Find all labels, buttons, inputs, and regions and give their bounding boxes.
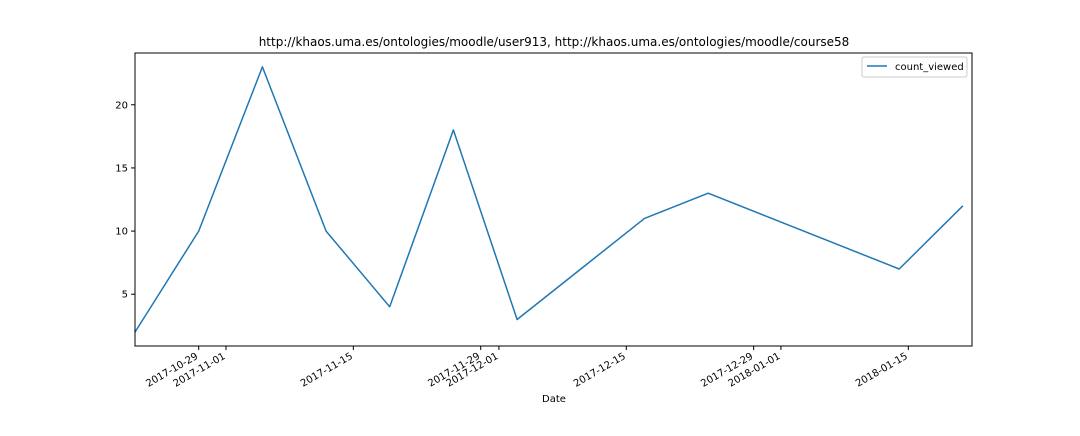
y-tick-label: 20 — [115, 100, 128, 111]
y-tick-label: 15 — [115, 163, 128, 174]
data-point — [198, 230, 200, 232]
chart-title: http://khaos.uma.es/ontologies/moodle/us… — [259, 35, 850, 49]
data-point — [452, 129, 454, 131]
series-layer — [134, 66, 964, 333]
data-point — [644, 217, 646, 219]
y-tick-label: 10 — [115, 227, 128, 238]
plot-area-frame — [134, 52, 973, 347]
data-point — [835, 243, 837, 245]
data-point — [962, 205, 964, 207]
data-point — [389, 306, 391, 308]
data-point — [707, 192, 709, 194]
legend-label-count-viewed: count_viewed — [895, 62, 964, 73]
data-point — [771, 217, 773, 219]
legend-box — [861, 56, 968, 78]
data-point — [580, 268, 582, 270]
data-point — [898, 268, 900, 270]
data-point — [325, 230, 327, 232]
y-tick-label: 5 — [122, 290, 128, 301]
series-line-count-viewed — [134, 66, 964, 333]
x-axis-label: Date — [542, 394, 566, 405]
data-point — [261, 66, 263, 68]
legend: count_viewed — [861, 56, 968, 78]
data-point — [516, 319, 518, 321]
y-axis: 5 10 15 20 — [115, 100, 135, 301]
